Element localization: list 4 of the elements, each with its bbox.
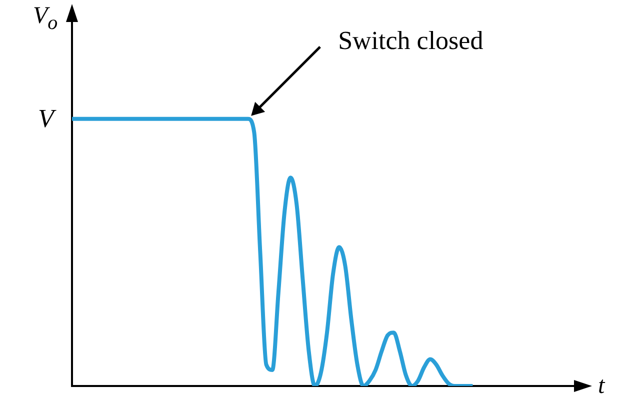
y-axis-title: V$_{o}$ (33, 2, 58, 34)
x-axis-title: t (598, 373, 605, 399)
text: V (38, 104, 54, 133)
text: Switch closed (338, 26, 484, 55)
